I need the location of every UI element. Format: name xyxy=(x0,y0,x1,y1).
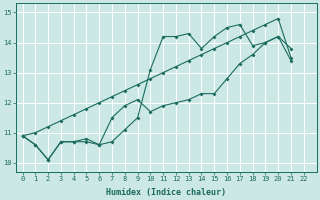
X-axis label: Humidex (Indice chaleur): Humidex (Indice chaleur) xyxy=(106,188,226,197)
